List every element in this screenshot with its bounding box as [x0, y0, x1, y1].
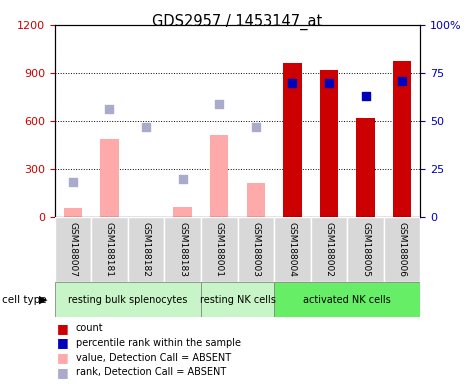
Point: [289, 79, 296, 86]
Text: resting NK cells: resting NK cells: [200, 295, 276, 305]
Bar: [173, 207, 192, 217]
Text: GSM188001: GSM188001: [215, 222, 224, 277]
Bar: [283, 63, 302, 217]
Bar: [384, 217, 420, 282]
Point: [179, 175, 186, 182]
Text: ■: ■: [57, 336, 69, 349]
Text: GSM188183: GSM188183: [178, 222, 187, 277]
Bar: [91, 217, 128, 282]
Bar: [210, 136, 228, 217]
Bar: [100, 139, 119, 217]
Bar: [238, 217, 274, 282]
Text: GDS2957 / 1453147_at: GDS2957 / 1453147_at: [152, 13, 323, 30]
Bar: [201, 282, 274, 317]
Bar: [164, 217, 201, 282]
Bar: [320, 70, 338, 217]
Bar: [247, 184, 265, 217]
Bar: [311, 217, 347, 282]
Text: count: count: [76, 323, 104, 333]
Text: GSM188005: GSM188005: [361, 222, 370, 277]
Point: [142, 124, 150, 130]
Point: [105, 106, 113, 113]
Bar: [393, 61, 411, 217]
Text: rank, Detection Call = ABSENT: rank, Detection Call = ABSENT: [76, 367, 226, 377]
Text: activated NK cells: activated NK cells: [304, 295, 391, 305]
Text: percentile rank within the sample: percentile rank within the sample: [76, 338, 241, 348]
Point: [216, 101, 223, 107]
Point: [325, 79, 332, 86]
Text: resting bulk splenocytes: resting bulk splenocytes: [68, 295, 188, 305]
Text: GSM188182: GSM188182: [142, 222, 151, 277]
Bar: [128, 217, 164, 282]
Text: GSM188006: GSM188006: [398, 222, 407, 277]
Bar: [274, 217, 311, 282]
Text: ▶: ▶: [39, 295, 48, 305]
Point: [252, 124, 259, 130]
Bar: [347, 217, 384, 282]
Text: ■: ■: [57, 366, 69, 379]
Bar: [274, 282, 420, 317]
Text: GSM188181: GSM188181: [105, 222, 114, 277]
Point: [69, 179, 77, 185]
Bar: [64, 208, 82, 217]
Text: GSM188007: GSM188007: [68, 222, 77, 277]
Text: GSM188004: GSM188004: [288, 222, 297, 277]
Text: cell type: cell type: [2, 295, 47, 305]
Text: ■: ■: [57, 351, 69, 364]
Point: [398, 78, 406, 84]
Text: GSM188002: GSM188002: [324, 222, 333, 277]
Bar: [356, 118, 375, 217]
Bar: [201, 217, 238, 282]
Bar: [55, 282, 201, 317]
Point: [362, 93, 370, 99]
Text: value, Detection Call = ABSENT: value, Detection Call = ABSENT: [76, 353, 231, 362]
Text: GSM188003: GSM188003: [251, 222, 260, 277]
Bar: [55, 217, 91, 282]
Text: ■: ■: [57, 322, 69, 335]
